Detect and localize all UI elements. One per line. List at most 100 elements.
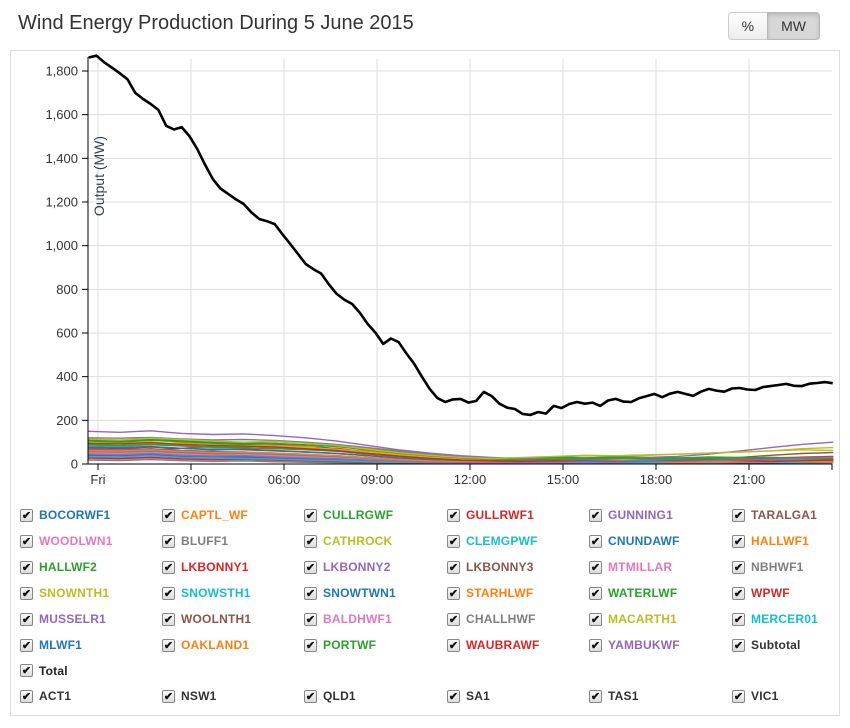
legend-item-clemgpwf[interactable]: ✔ CLEMGPWF xyxy=(447,528,589,554)
mtmillar-checkbox[interactable]: ✔ xyxy=(589,560,602,574)
cathrock-checkbox[interactable]: ✔ xyxy=(304,534,317,548)
cullrgwf-checkbox[interactable]: ✔ xyxy=(304,508,317,522)
legend-item-challhwf[interactable]: ✔ CHALLHWF xyxy=(447,606,589,632)
woolnth1-checkbox[interactable]: ✔ xyxy=(162,612,175,626)
waterlwf-checkbox[interactable]: ✔ xyxy=(589,586,602,600)
legend-item-woodlwn1[interactable]: ✔ WOODLWN1 xyxy=(20,528,162,554)
legend-item-sa1[interactable]: ✔ SA1 xyxy=(447,683,589,709)
woodlwn1-checkbox[interactable]: ✔ xyxy=(20,534,33,548)
legend-item-gunning1[interactable]: ✔ GUNNING1 xyxy=(589,502,732,528)
legend-item-mlwf1[interactable]: ✔ MLWF1 xyxy=(20,632,162,658)
legend-item-musselr1[interactable]: ✔ MUSSELR1 xyxy=(20,606,162,632)
wpwf-label: WPWF xyxy=(751,586,790,600)
legend-item-hallwf2[interactable]: ✔ HALLWF2 xyxy=(20,554,162,580)
lkbonny2-checkbox[interactable]: ✔ xyxy=(304,560,317,574)
starhlwf-label: STARHLWF xyxy=(466,586,534,600)
legend-item-portwf[interactable]: ✔ PORTWF xyxy=(304,632,447,658)
lkbonny1-checkbox[interactable]: ✔ xyxy=(162,560,175,574)
bluff1-checkbox[interactable]: ✔ xyxy=(162,534,175,548)
mlwf1-checkbox[interactable]: ✔ xyxy=(20,638,33,652)
snownth1-checkbox[interactable]: ✔ xyxy=(20,586,33,600)
legend-item-snownth1[interactable]: ✔ SNOWNTH1 xyxy=(20,580,162,606)
legend-item-starhlwf[interactable]: ✔ STARHLWF xyxy=(447,580,589,606)
gunning1-checkbox[interactable]: ✔ xyxy=(589,508,602,522)
oakland1-checkbox[interactable]: ✔ xyxy=(162,638,175,652)
snowsth1-checkbox[interactable]: ✔ xyxy=(162,586,175,600)
portwf-checkbox[interactable]: ✔ xyxy=(304,638,317,652)
tas1-checkbox[interactable]: ✔ xyxy=(589,689,602,703)
legend-item-macarth1[interactable]: ✔ MACARTH1 xyxy=(589,606,732,632)
legend-item-nsw1[interactable]: ✔ NSW1 xyxy=(162,683,304,709)
hallwf2-checkbox[interactable]: ✔ xyxy=(20,560,33,574)
yambukwf-checkbox[interactable]: ✔ xyxy=(589,638,602,652)
snowtwn1-checkbox[interactable]: ✔ xyxy=(304,586,317,600)
bocorwf1-checkbox[interactable]: ✔ xyxy=(20,508,33,522)
captl-wf-checkbox[interactable]: ✔ xyxy=(162,508,175,522)
legend-item-cathrock[interactable]: ✔ CATHROCK xyxy=(304,528,447,554)
vic1-checkbox[interactable]: ✔ xyxy=(732,689,745,703)
legend-item-captl-wf[interactable]: ✔ CAPTL_WF xyxy=(162,502,304,528)
cnundawf-checkbox[interactable]: ✔ xyxy=(589,534,602,548)
mercer01-label: MERCER01 xyxy=(751,612,818,626)
legend-item-mercer01[interactable]: ✔ MERCER01 xyxy=(732,606,839,632)
legend-item-waterlwf[interactable]: ✔ WATERLWF xyxy=(589,580,732,606)
baldhwf1-label: BALDHWF1 xyxy=(323,612,392,626)
legend-item-tas1[interactable]: ✔ TAS1 xyxy=(589,683,732,709)
legend-item-taralga1[interactable]: ✔ TARALGA1 xyxy=(732,502,839,528)
challhwf-checkbox[interactable]: ✔ xyxy=(447,612,460,626)
hallwf1-checkbox[interactable]: ✔ xyxy=(732,534,745,548)
legend-item-cullrgwf[interactable]: ✔ CULLRGWF xyxy=(304,502,447,528)
lkbonny3-checkbox[interactable]: ✔ xyxy=(447,560,460,574)
sa1-label: SA1 xyxy=(466,689,490,703)
legend-item-subtotal[interactable]: ✔ Subtotal xyxy=(732,632,839,658)
legend-item-lkbonny1[interactable]: ✔ LKBONNY1 xyxy=(162,554,304,580)
legend-item-hallwf1[interactable]: ✔ HALLWF1 xyxy=(732,528,839,554)
legend-item-wpwf[interactable]: ✔ WPWF xyxy=(732,580,839,606)
legend-item-baldhwf1[interactable]: ✔ BALDHWF1 xyxy=(304,606,447,632)
x-tick-label: 21:00 xyxy=(733,472,766,487)
challhwf-label: CHALLHWF xyxy=(466,612,536,626)
clemgpwf-checkbox[interactable]: ✔ xyxy=(447,534,460,548)
legend-item-total[interactable]: ✔ Total xyxy=(20,658,162,683)
legend-item-waubrawf[interactable]: ✔ WAUBRAWF xyxy=(447,632,589,658)
gullrwf1-checkbox[interactable]: ✔ xyxy=(447,508,460,522)
x-tick-label: 06:00 xyxy=(268,472,301,487)
baldhwf1-checkbox[interactable]: ✔ xyxy=(304,612,317,626)
legend-item-bluff1[interactable]: ✔ BLUFF1 xyxy=(162,528,304,554)
legend-region-toggles: ✔ ACT1 ✔ NSW1 ✔ QLD1 ✔ SA1 ✔ TAS1 ✔ VIC1 xyxy=(11,683,839,715)
y-tick-label: 1,200 xyxy=(45,195,78,210)
legend-item-gullrwf1[interactable]: ✔ GULLRWF1 xyxy=(447,502,589,528)
waubrawf-checkbox[interactable]: ✔ xyxy=(447,638,460,652)
page-header: Wind Energy Production During 5 June 201… xyxy=(0,0,850,50)
legend-item-cnundawf[interactable]: ✔ CNUNDAWF xyxy=(589,528,732,554)
legend-item-bocorwf1[interactable]: ✔ BOCORWF1 xyxy=(20,502,162,528)
legend-item-snowsth1[interactable]: ✔ SNOWSTH1 xyxy=(162,580,304,606)
taralga1-checkbox[interactable]: ✔ xyxy=(732,508,745,522)
legend-item-lkbonny2[interactable]: ✔ LKBONNY2 xyxy=(304,554,447,580)
legend-item-yambukwf[interactable]: ✔ YAMBUKWF xyxy=(589,632,732,658)
legend-item-act1[interactable]: ✔ ACT1 xyxy=(20,683,162,709)
qld1-checkbox[interactable]: ✔ xyxy=(304,689,317,703)
legend-item-woolnth1[interactable]: ✔ WOOLNTH1 xyxy=(162,606,304,632)
starhlwf-checkbox[interactable]: ✔ xyxy=(447,586,460,600)
unit-mw-button[interactable]: MW xyxy=(767,12,820,40)
legend-item-nbhwf1[interactable]: ✔ NBHWF1 xyxy=(732,554,839,580)
unit-percent-button[interactable]: % xyxy=(727,12,769,40)
legend-item-oakland1[interactable]: ✔ OAKLAND1 xyxy=(162,632,304,658)
nbhwf1-checkbox[interactable]: ✔ xyxy=(732,560,745,574)
legend-item-snowtwn1[interactable]: ✔ SNOWTWN1 xyxy=(304,580,447,606)
total-checkbox[interactable]: ✔ xyxy=(20,664,33,677)
legend-item-vic1[interactable]: ✔ VIC1 xyxy=(732,683,839,709)
nsw1-checkbox[interactable]: ✔ xyxy=(162,689,175,703)
macarth1-checkbox[interactable]: ✔ xyxy=(589,612,602,626)
mercer01-checkbox[interactable]: ✔ xyxy=(732,612,745,626)
act1-checkbox[interactable]: ✔ xyxy=(20,689,33,703)
sa1-checkbox[interactable]: ✔ xyxy=(447,689,460,703)
musselr1-checkbox[interactable]: ✔ xyxy=(20,612,33,626)
legend-item-qld1[interactable]: ✔ QLD1 xyxy=(304,683,447,709)
y-tick-label: 600 xyxy=(56,326,78,341)
legend-item-mtmillar[interactable]: ✔ MTMILLAR xyxy=(589,554,732,580)
legend-item-lkbonny3[interactable]: ✔ LKBONNY3 xyxy=(447,554,589,580)
wpwf-checkbox[interactable]: ✔ xyxy=(732,586,745,600)
subtotal-checkbox[interactable]: ✔ xyxy=(732,638,745,652)
